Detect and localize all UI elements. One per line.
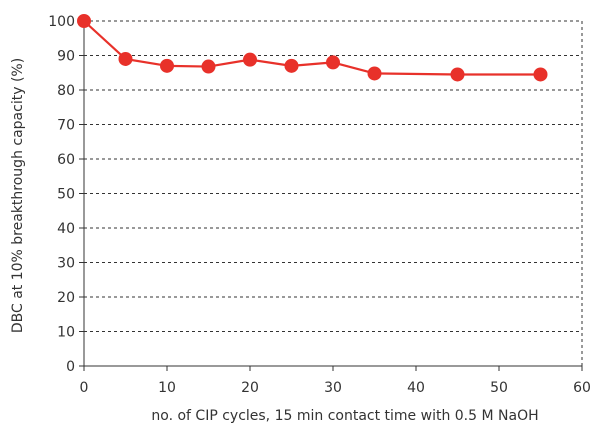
data-point <box>533 67 548 82</box>
data-point <box>326 55 340 70</box>
y-tick-label-0: 0 <box>66 359 75 375</box>
data-point <box>160 58 174 73</box>
y-tick-label-10: 10 <box>57 325 75 341</box>
y-tick-label-40: 40 <box>57 221 75 237</box>
y-tick-label-60: 60 <box>57 152 75 168</box>
data-point <box>243 52 257 67</box>
data-point <box>201 59 216 74</box>
x-axis-ticks: 0 10 20 30 40 50 60 <box>80 366 591 396</box>
x-tick-label-0: 0 <box>80 380 89 396</box>
y-axis-title: DBC at 10% breakthrough capacity (%) <box>10 58 26 333</box>
data-point <box>118 51 133 66</box>
data-point <box>367 66 382 81</box>
gridlines <box>84 20 583 366</box>
y-tick-label-90: 90 <box>57 49 75 65</box>
x-axis-title: no. of CIP cycles, 15 min contact time w… <box>151 408 538 424</box>
y-axis-ticks: 0 10 20 30 40 50 60 70 80 90 100 <box>48 14 84 375</box>
y-tick-label-100: 100 <box>48 14 75 30</box>
series-group <box>77 14 548 82</box>
x-tick-label-20: 20 <box>241 380 259 396</box>
x-tick-label-40: 40 <box>407 380 425 396</box>
y-tick-label-20: 20 <box>57 290 75 306</box>
data-point <box>284 58 299 73</box>
y-tick-label-70: 70 <box>57 118 75 134</box>
y-tick-label-80: 80 <box>57 83 75 99</box>
x-tick-label-30: 30 <box>324 380 342 396</box>
series-line <box>83 20 541 76</box>
data-point <box>450 67 465 82</box>
x-tick-label-10: 10 <box>158 380 176 396</box>
data-point <box>77 14 91 28</box>
y-tick-label-30: 30 <box>57 256 75 272</box>
y-tick-label-50: 50 <box>57 187 75 203</box>
x-tick-label-60: 60 <box>573 380 591 396</box>
x-tick-label-50: 50 <box>490 380 508 396</box>
